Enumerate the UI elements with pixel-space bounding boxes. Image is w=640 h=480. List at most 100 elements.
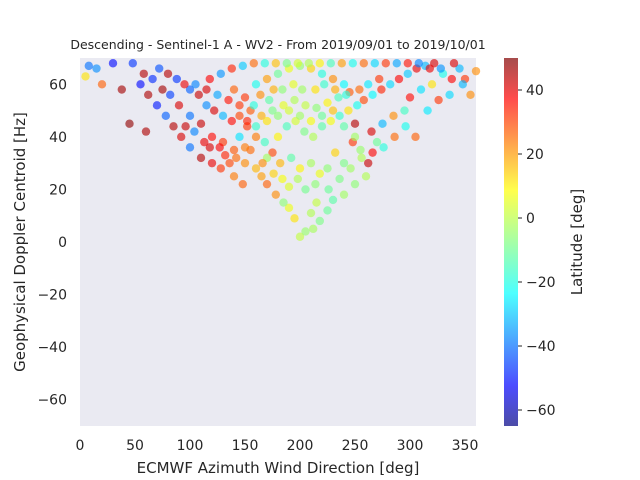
colorbar-tick-label: −60: [526, 403, 556, 419]
data-point: [416, 85, 426, 94]
data-point: [324, 185, 333, 194]
data-point: [249, 101, 258, 110]
data-point: [139, 69, 148, 78]
colorbar-tick-label: −20: [526, 275, 556, 291]
data-point: [466, 90, 475, 100]
data-point: [200, 137, 209, 147]
data-point: [278, 174, 287, 184]
data-point: [276, 158, 285, 168]
data-point: [202, 101, 211, 110]
data-point: [337, 59, 346, 68]
x-axis-label: ECMWF Azimuth Wind Direction [deg]: [137, 459, 420, 477]
data-point: [251, 80, 261, 89]
data-point: [81, 72, 90, 81]
data-point: [243, 116, 252, 126]
chart-title: Descending - Sentinel-1 A - WV2 - From 2…: [70, 37, 485, 52]
data-point: [273, 69, 283, 78]
colorbar-ticks: −60 −40 −20 0 20 40: [518, 83, 556, 419]
data-point: [92, 64, 101, 73]
data-point: [191, 80, 200, 89]
data-point: [229, 172, 239, 181]
data-point: [379, 143, 388, 152]
data-point: [317, 122, 327, 131]
data-point: [394, 74, 404, 84]
data-point: [163, 69, 173, 78]
data-point: [251, 164, 261, 173]
data-point: [326, 59, 335, 68]
data-point: [320, 80, 329, 89]
data-point: [378, 119, 387, 128]
data-point: [215, 143, 224, 152]
data-point: [210, 106, 219, 115]
data-point: [359, 95, 368, 105]
data-point: [370, 59, 379, 68]
data-point: [205, 74, 214, 84]
data-point: [306, 158, 316, 168]
data-point: [392, 59, 401, 68]
data-point: [350, 132, 360, 142]
data-point: [389, 111, 398, 121]
data-point: [260, 137, 269, 147]
data-point: [311, 179, 320, 189]
data-point: [447, 74, 456, 84]
data-point: [353, 101, 362, 110]
data-point: [306, 116, 316, 126]
x-tick-label: 100: [177, 438, 204, 454]
data-point: [350, 119, 360, 128]
data-point: [436, 64, 445, 73]
data-point: [339, 122, 349, 131]
data-point: [414, 59, 423, 68]
data-point: [301, 185, 310, 194]
data-point: [334, 93, 343, 102]
data-point: [229, 145, 239, 155]
data-point: [335, 174, 344, 184]
data-point: [390, 132, 399, 142]
data-point: [84, 61, 94, 71]
data-point: [403, 69, 412, 78]
data-point: [273, 111, 283, 121]
data-point: [240, 143, 250, 152]
data-point: [350, 179, 360, 189]
data-point: [295, 111, 305, 121]
data-point: [317, 69, 327, 78]
data-point: [169, 122, 178, 131]
data-point: [284, 106, 294, 115]
data-point: [194, 90, 203, 100]
data-point: [293, 59, 302, 68]
data-point: [227, 116, 236, 126]
data-point: [282, 59, 291, 68]
data-point: [377, 85, 386, 94]
data-point: [271, 190, 280, 199]
x-axis-ticks: 0 50 100 150 200 250 300 350: [76, 438, 479, 454]
data-point: [423, 106, 432, 115]
data-point: [185, 85, 195, 94]
data-point: [180, 80, 189, 89]
data-point: [279, 101, 288, 110]
data-point: [196, 153, 206, 163]
data-point: [97, 80, 107, 89]
data-point: [251, 122, 261, 131]
data-point: [471, 66, 481, 76]
y-tick-label: −40: [37, 340, 67, 356]
data-point: [331, 148, 340, 157]
y-tick-label: −60: [37, 393, 67, 409]
y-tick-label: 0: [58, 235, 67, 251]
data-point: [425, 64, 434, 73]
data-point: [181, 122, 190, 131]
data-point: [224, 95, 233, 105]
data-point: [368, 90, 377, 100]
data-point: [144, 90, 153, 100]
data-point: [375, 74, 384, 84]
data-point: [235, 101, 244, 110]
data-point: [202, 85, 211, 94]
data-point: [262, 116, 272, 126]
data-point: [273, 132, 283, 142]
data-point: [249, 59, 258, 68]
data-points: [81, 59, 481, 241]
data-point: [269, 169, 278, 178]
data-point: [172, 74, 181, 84]
data-point: [161, 111, 170, 121]
data-point: [235, 132, 244, 142]
data-point: [262, 74, 272, 84]
